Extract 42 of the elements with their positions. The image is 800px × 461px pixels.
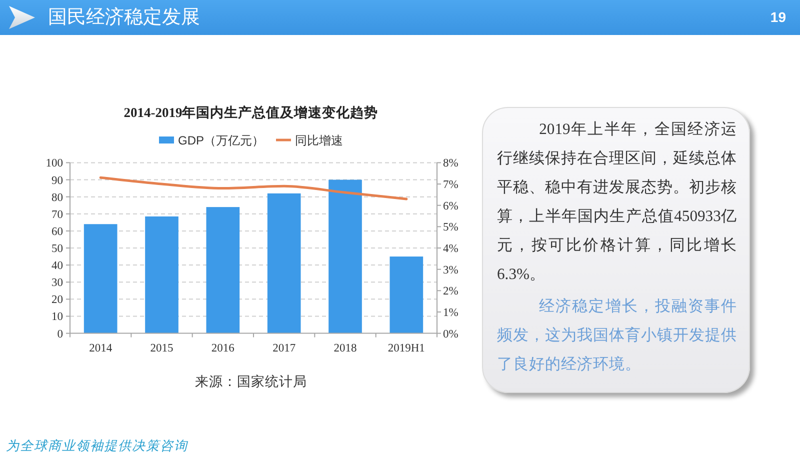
text: 2019年上半年，全国经济运行继续保持在合理区间，延续总体平稳、稳中有进发展态势。初步核算，上半年国内生产总值450933亿元，按可比价格计算，同比增长6.3%。 [497, 120, 737, 285]
y-tick-label: 40 [52, 260, 64, 272]
text: 19 [770, 8, 786, 27]
legend-label: GDP（万亿元） [178, 134, 264, 148]
x-tick-label: 2018 [334, 342, 357, 354]
y-tick-label: 30 [52, 277, 64, 290]
y2-tick-label: 6% [443, 200, 459, 212]
legend-label: 同比增速 [295, 134, 344, 148]
y2-tick-label: 0% [443, 328, 459, 340]
y-tick-label: 20 [52, 294, 64, 306]
x-tick-label: 2017 [272, 342, 296, 354]
y-tick-label: 100 [46, 158, 64, 170]
x-tick-label: 2014 [89, 342, 112, 354]
text: 国民经济稳定发展 [48, 6, 200, 30]
bar [84, 224, 118, 334]
line-series [99, 176, 408, 200]
text: 经济稳定增长，投融资事件频发，这为我国体育小镇开发提供了良好的经济环境。 [497, 297, 737, 375]
y-tick-label: 0 [57, 328, 64, 340]
x-tick-label: 2019H1 [388, 342, 426, 354]
bar [390, 256, 424, 334]
x-tick-label: 2016 [211, 342, 235, 354]
y-tick-label: 50 [52, 243, 64, 255]
x-tick-label: 2015 [150, 342, 174, 354]
y2-tick-label: 5% [443, 222, 459, 234]
y2-tick-label: 7% [443, 179, 459, 192]
y-tick-label: 10 [52, 311, 64, 324]
y-tick-label: 80 [52, 192, 64, 204]
y2-tick-label: 4% [443, 243, 459, 255]
chart-title: 2014-2019年国内生产总值及增速变化趋势 [124, 104, 378, 120]
bar [267, 193, 301, 334]
y2-tick-label: 1% [443, 306, 459, 319]
source-note: 来源：国家统计局 [195, 374, 307, 389]
bar [145, 216, 178, 334]
y2-tick-label: 8% [443, 158, 459, 170]
y-tick-label: 70 [52, 208, 64, 221]
text: 为全球商业领袖提供决策咨询 [5, 437, 189, 455]
y-tick-label: 90 [52, 174, 64, 187]
y2-tick-label: 2% [443, 286, 459, 298]
y2-tick-label: 3% [443, 264, 459, 276]
y-tick-label: 60 [52, 226, 64, 238]
bar [328, 180, 362, 334]
bar [206, 207, 240, 334]
